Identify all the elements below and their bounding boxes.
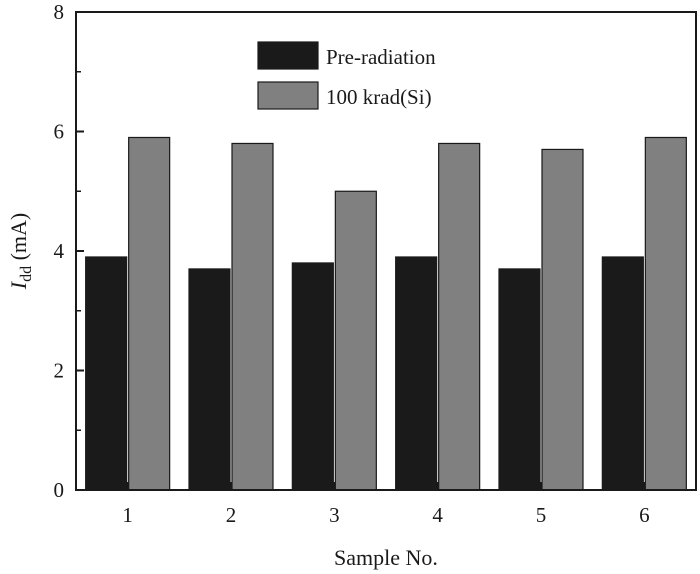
y-tick-label-8: 8	[54, 0, 65, 24]
y-axis-title-subscript: dd	[18, 266, 35, 282]
x-tick-label-3: 3	[329, 503, 340, 527]
x-tick-label-1: 1	[122, 503, 133, 527]
legend-label-pre-radiation: Pre-radiation	[326, 45, 436, 69]
bar-100-krad-sample-1	[128, 136, 171, 491]
x-tick-label-2: 2	[226, 503, 237, 527]
legend: Pre-radiation 100 krad(Si)	[257, 41, 436, 110]
x-tick-label-4: 4	[432, 503, 443, 527]
bar-pre-radiation-sample-3	[291, 262, 334, 491]
bar-pre-radiation-sample-6	[601, 256, 644, 491]
y-axis-title: Idd (mA)	[6, 213, 35, 290]
x-tick-label-6: 6	[639, 503, 650, 527]
y-tick-label-0: 0	[54, 478, 65, 502]
bar-100-krad-sample-4	[438, 142, 481, 491]
x-tick-label-5: 5	[536, 503, 547, 527]
bar-pre-radiation-sample-5	[498, 268, 541, 491]
y-axis-title-unit: (mA)	[6, 213, 31, 266]
bar-100-krad-sample-5	[541, 148, 584, 491]
y-tick-label-2: 2	[54, 359, 65, 383]
y-axis-title-symbol: I	[6, 280, 31, 290]
legend-swatch-pre-radiation	[257, 41, 319, 70]
bar-pre-radiation-sample-4	[395, 256, 438, 491]
bar-100-krad-sample-3	[334, 190, 377, 491]
legend-swatch-100-krad	[257, 81, 319, 110]
x-axis-title: Sample No.	[334, 545, 438, 570]
legend-label-100-krad: 100 krad(Si)	[326, 85, 432, 109]
y-axis: 0 2 4 6 8	[54, 0, 84, 502]
y-tick-label-6: 6	[54, 120, 65, 144]
bar-100-krad-sample-6	[644, 136, 687, 491]
bars-group	[85, 136, 687, 491]
bar-pre-radiation-sample-2	[188, 268, 231, 491]
bar-100-krad-sample-2	[231, 142, 274, 491]
x-axis: 1 2 3 4 5 6	[122, 482, 650, 527]
y-tick-label-4: 4	[54, 239, 65, 263]
bar-pre-radiation-sample-1	[85, 256, 128, 491]
